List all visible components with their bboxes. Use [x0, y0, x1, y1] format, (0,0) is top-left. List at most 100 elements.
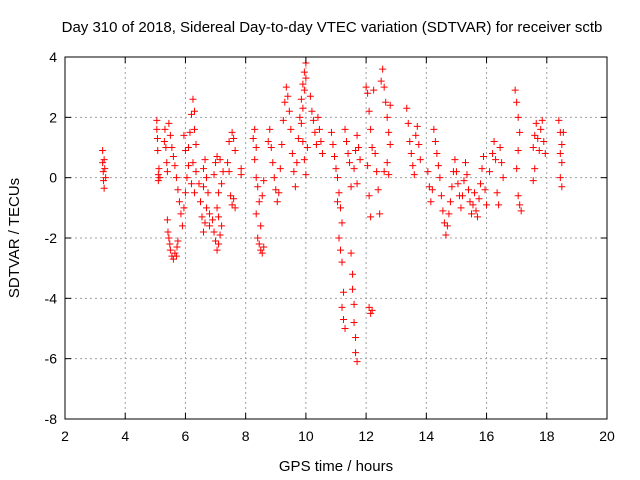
data-point [190, 189, 198, 197]
data-point [347, 249, 355, 257]
data-point [216, 231, 224, 239]
data-point [385, 171, 393, 179]
data-point [364, 89, 372, 97]
data-point [496, 144, 504, 151]
data-point [431, 137, 439, 145]
data-point [373, 168, 381, 176]
data-point [514, 192, 522, 200]
data-point [186, 128, 194, 136]
data-point [173, 243, 181, 251]
data-point [540, 137, 548, 145]
data-point [255, 240, 263, 248]
data-point [383, 113, 391, 121]
data-point [169, 255, 177, 263]
data-point [347, 183, 355, 191]
data-point [559, 128, 567, 136]
data-point [210, 171, 218, 179]
data-point [368, 144, 376, 151]
data-point [314, 113, 322, 121]
data-point [172, 174, 180, 182]
data-point [195, 180, 203, 188]
data-point [437, 192, 445, 200]
data-point [249, 134, 257, 142]
data-point [213, 153, 221, 161]
data-point [302, 74, 310, 82]
data-point [297, 119, 305, 127]
axis-ticks [64, 56, 608, 420]
data-point [165, 119, 173, 127]
data-point [272, 186, 280, 194]
data-point [225, 137, 233, 145]
data-point [257, 222, 265, 230]
data-point [200, 183, 208, 191]
data-point [403, 104, 411, 112]
data-point [178, 222, 186, 230]
data-point [231, 147, 239, 155]
data-point [338, 303, 346, 311]
data-point [412, 131, 420, 139]
data-point [344, 150, 352, 158]
data-point [335, 234, 343, 242]
data-point [341, 125, 349, 133]
data-point [260, 177, 268, 185]
data-point [478, 165, 486, 173]
data-point [184, 162, 192, 170]
data-point [406, 137, 414, 145]
y-tick-label: -2 [45, 230, 58, 246]
data-point [558, 183, 566, 191]
data-point [312, 140, 320, 148]
data-point [213, 246, 221, 254]
data-point [165, 234, 173, 242]
data-point [177, 210, 185, 218]
data-point [386, 101, 394, 109]
data-point [183, 174, 191, 182]
data-point [376, 210, 384, 218]
data-point [281, 98, 289, 106]
data-point [264, 137, 272, 145]
data-point [409, 162, 417, 170]
x-tick-label: 16 [479, 428, 495, 444]
data-point [353, 180, 361, 188]
data-point [306, 92, 314, 100]
data-point [330, 153, 338, 161]
x-axis-label: GPS time / hours [279, 458, 393, 475]
data-point [251, 156, 259, 164]
x-tick-label: 6 [182, 428, 190, 444]
data-point [102, 174, 110, 182]
data-point [365, 107, 373, 115]
data-point [537, 125, 545, 133]
data-point [101, 165, 109, 173]
data-point [284, 92, 292, 100]
data-point [468, 210, 475, 218]
x-tick-label: 18 [539, 428, 555, 444]
data-point [161, 125, 169, 133]
data-point [334, 174, 342, 182]
data-point [480, 153, 488, 161]
y-tick-labels: -8 -6 -4 -2 0 2 4 [45, 49, 58, 427]
data-point [356, 156, 364, 164]
data-point [192, 140, 200, 148]
data-point [353, 358, 361, 366]
data-point [489, 150, 497, 158]
data-point [516, 128, 524, 136]
data-point [228, 201, 236, 209]
data-point [287, 125, 295, 133]
data-point [171, 162, 179, 170]
data-point [200, 228, 208, 236]
data-point [164, 228, 172, 236]
data-point [362, 83, 370, 91]
data-point [285, 107, 293, 115]
data-point [371, 150, 379, 158]
data-point [279, 116, 287, 124]
x-tick-label: 10 [298, 428, 314, 444]
data-point [556, 150, 564, 158]
data-point [166, 131, 174, 139]
data-point [380, 168, 388, 176]
data-point [428, 186, 436, 194]
data-points [99, 59, 567, 366]
x-tick-label: 2 [61, 428, 69, 444]
data-point [300, 86, 308, 94]
data-point [555, 116, 563, 124]
data-point [169, 153, 177, 161]
